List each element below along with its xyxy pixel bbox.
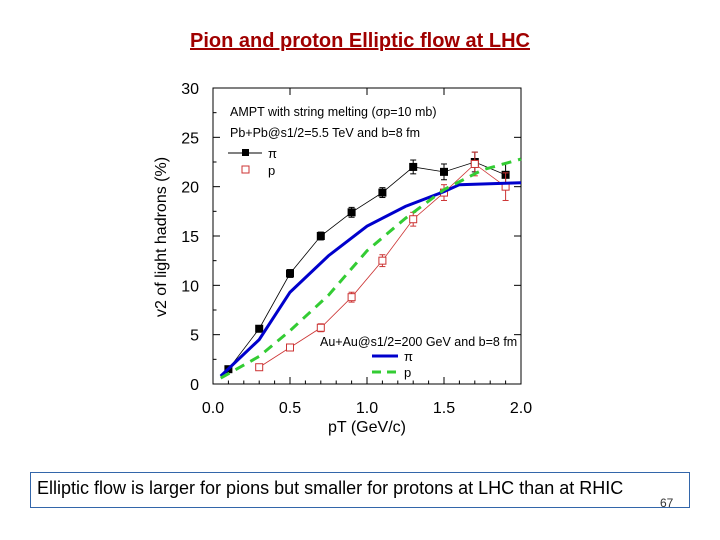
legend-lhc-proton-marker: [241, 165, 250, 174]
x-tick-label: 0.0: [202, 400, 224, 417]
data-point-lhc-pion: [316, 232, 325, 240]
legend-rhic-proton-label: p: [404, 365, 411, 380]
data-point-lhc-proton: [409, 215, 418, 224]
y-tick-label: 20: [181, 180, 199, 197]
legend-lhc-proton-label: p: [268, 163, 275, 178]
x-tick-label: 0.5: [279, 400, 301, 417]
legend-lhc-pion-marker: [242, 149, 249, 156]
x-tick-label: 1.0: [356, 400, 378, 417]
data-point-lhc-proton: [470, 159, 479, 168]
slide-title: Pion and proton Elliptic flow at LHC: [190, 30, 530, 52]
legend-rhic-pion-label: π: [404, 349, 413, 364]
y-tick-label: 5: [190, 328, 199, 345]
legend-rhic: Au+Au@s1/2=200 GeV and b=8 fm π p: [320, 335, 517, 380]
series-blue-solid: [219, 181, 522, 378]
y-tick-label: 30: [181, 81, 199, 98]
legend-lhc-pion-label: π: [268, 146, 277, 161]
data-point-lhc-proton: [316, 323, 325, 332]
x-tick-label: 2.0: [510, 400, 532, 417]
legend-lhc-system: Pb+Pb@s1/2=5.5 TeV and b=8 fm: [230, 126, 420, 140]
x-tick-label: 1.5: [433, 400, 455, 417]
v2-chart: 0.0 0.5 1.0 1.5 2.0 0 5 10 15 20 25 30 AMPT with st…: [153, 81, 532, 436]
legend-lhc: AMPT with string melting (σp=10 mb) Pb+P…: [228, 105, 437, 178]
y-tick-label: 25: [181, 130, 199, 147]
series-green-dashed: [219, 157, 522, 380]
y-axis-label: v2 of light hadrons (%): [153, 157, 170, 317]
data-point-lhc-pion: [286, 269, 294, 278]
data-point-lhc-pion: [378, 188, 387, 197]
data-point-lhc-pion: [255, 324, 264, 333]
x-axis-label: pT (GeV/c): [328, 419, 406, 436]
y-tick-label: 10: [181, 278, 199, 295]
data-point-lhc-pion: [409, 162, 418, 171]
data-point-lhc-pion: [347, 208, 356, 217]
series-line-rhic-pion: [219, 181, 522, 378]
series-line-lhc-pion: [228, 161, 506, 370]
data-point-lhc-pion: [440, 167, 448, 176]
axes: 0.0 0.5 1.0 1.5 2.0 0 5 10 15 20 25 30: [181, 81, 532, 417]
data-point-lhc-proton: [255, 363, 264, 372]
caption-box: Elliptic flow is larger for pions but sm…: [30, 472, 690, 508]
series-red-open-squares-line: [255, 151, 510, 372]
legend-rhic-system: Au+Au@s1/2=200 GeV and b=8 fm: [320, 335, 517, 349]
data-point-lhc-proton: [378, 256, 387, 265]
data-point-lhc-proton: [347, 293, 356, 302]
series-layer: [219, 151, 522, 380]
y-tick-label: 15: [181, 229, 199, 246]
legend-lhc-header: AMPT with string melting (σp=10 mb): [230, 105, 437, 119]
page-number: 67: [660, 496, 674, 510]
data-point-lhc-proton: [286, 343, 294, 352]
series-line-rhic-proton: [219, 157, 522, 380]
y-tick-label: 0: [190, 377, 199, 394]
